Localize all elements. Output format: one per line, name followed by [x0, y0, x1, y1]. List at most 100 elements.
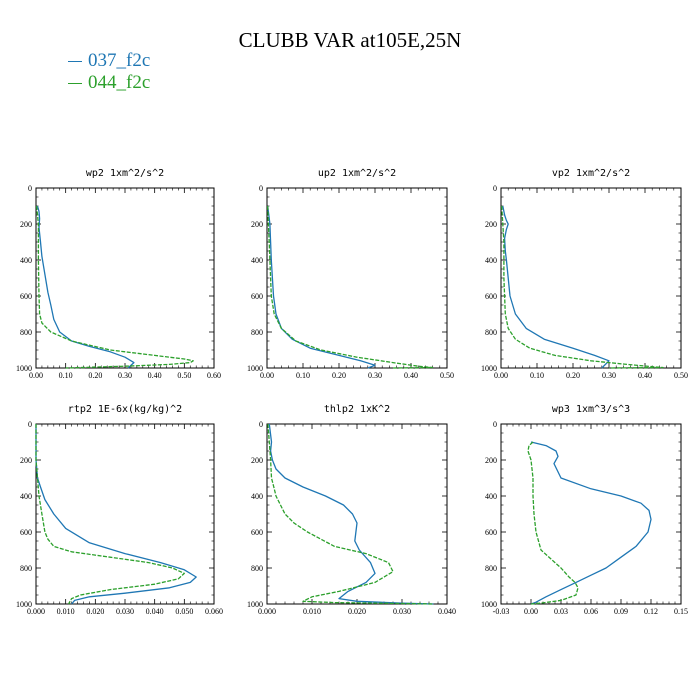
x-tick-label: 0.00 [29, 371, 43, 380]
x-tick-label: 0.50 [674, 371, 688, 380]
y-tick-label: 0 [493, 420, 497, 429]
panel-1: wp2 1xm^2/s^2 0.00 0.10 0.20 0.30 0.40 0.50 0.6… [16, 168, 221, 380]
x-tick-label: 0.40 [148, 371, 162, 380]
series-line-037_f2c [268, 423, 434, 605]
legend-line-1 [68, 60, 82, 62]
y-tick-label: 0 [28, 184, 32, 193]
x-tick-label: 0.10 [530, 371, 544, 380]
panel-6: wp3 1xm^3/s^3 -0.03 0.00 0.03 0.06 0.09 0.12 0.… [481, 404, 688, 616]
x-tick-label: 0.00 [260, 371, 274, 380]
x-tick-label: 0.20 [88, 371, 102, 380]
y-tick-label: 1000 [16, 364, 32, 373]
y-tick-label: 1000 [247, 600, 263, 609]
plot-frame [500, 187, 682, 369]
x-tick-label: -0.03 [493, 607, 510, 616]
panel-5: thlp2 1xK^2 0.000 0.010 0.020 0.030 0.040 0 200… [247, 404, 456, 616]
x-tick-label: 0.06 [584, 607, 598, 616]
legend-line-2 [68, 82, 82, 84]
series-line-044_f2c [527, 441, 579, 605]
panel-title: up2 1xm^2/s^2 [318, 168, 396, 179]
x-tick-label: 0.060 [205, 607, 223, 616]
x-tick-label: 0.20 [566, 371, 580, 380]
panel-title: rtp2 1E-6x(kg/kg)^2 [68, 404, 182, 415]
series-line-044_f2c [35, 424, 185, 605]
y-tick-label: 1000 [247, 364, 263, 373]
y-tick-label: 200 [20, 456, 32, 465]
x-tick-label: 0.20 [332, 371, 346, 380]
series-line-037_f2c [267, 205, 376, 369]
x-tick-label: 0.010 [303, 607, 321, 616]
y-tick-label: 400 [251, 492, 263, 501]
x-tick-label: 0.30 [118, 371, 132, 380]
series-line-037_f2c [502, 205, 610, 369]
y-tick-label: 400 [485, 492, 497, 501]
y-tick-label: 400 [20, 492, 32, 501]
y-tick-label: 1000 [481, 364, 497, 373]
panel-title: wp3 1xm^3/s^3 [552, 404, 630, 415]
y-tick-label: 200 [251, 220, 263, 229]
y-tick-label: 200 [20, 220, 32, 229]
x-tick-label: 0.00 [524, 607, 538, 616]
plot-frame [35, 187, 215, 369]
x-tick-label: 0.03 [554, 607, 568, 616]
y-tick-label: 400 [20, 256, 32, 265]
y-tick-label: 0 [493, 184, 497, 193]
y-tick-label: 800 [485, 564, 497, 573]
x-tick-label: 0.09 [614, 607, 628, 616]
plot-frame [266, 187, 448, 369]
x-tick-label: 0.12 [644, 607, 658, 616]
y-tick-label: 1000 [481, 600, 497, 609]
legend-label-2: 044_f2c [88, 72, 151, 93]
x-tick-label: 0.30 [602, 371, 616, 380]
figure-title: CLUBB VAR at105E,25N [238, 28, 462, 52]
y-tick-label: 800 [20, 564, 32, 573]
y-tick-label: 400 [485, 256, 497, 265]
y-tick-label: 200 [485, 220, 497, 229]
y-tick-label: 800 [485, 328, 497, 337]
x-tick-label: 0.020 [348, 607, 366, 616]
x-tick-label: 0.10 [296, 371, 310, 380]
series-line-037_f2c [35, 424, 197, 605]
x-tick-label: 0.50 [177, 371, 191, 380]
y-tick-label: 600 [485, 292, 497, 301]
x-tick-label: 0.040 [438, 607, 456, 616]
panel-title: vp2 1xm^2/s^2 [552, 168, 630, 179]
legend-label-1: 037_f2c [88, 50, 151, 71]
y-tick-label: 200 [251, 456, 263, 465]
y-tick-label: 1000 [16, 600, 32, 609]
y-tick-label: 400 [251, 256, 263, 265]
panel-4: rtp2 1E-6x(kg/kg)^2 0.000 0.010 0.020 0.030 0… [16, 404, 223, 616]
legend-item-2: 044_f2c [68, 72, 150, 94]
x-tick-label: 0.050 [175, 607, 193, 616]
series-line-044_f2c [267, 205, 434, 369]
y-tick-label: 0 [28, 420, 32, 429]
x-tick-label: 0.000 [27, 607, 45, 616]
x-tick-label: 0.020 [86, 607, 104, 616]
y-tick-label: 600 [251, 528, 263, 537]
x-tick-label: 0.10 [59, 371, 73, 380]
series-line-044_f2c [267, 423, 434, 605]
y-tick-label: 800 [251, 328, 263, 337]
x-tick-label: 0.040 [146, 607, 164, 616]
y-tick-label: 600 [251, 292, 263, 301]
legend-item-1: 037_f2c [68, 50, 150, 72]
series-line-044_f2c [501, 205, 664, 369]
x-tick-label: 0.00 [494, 371, 508, 380]
panel-title: thlp2 1xK^2 [324, 404, 390, 415]
series-line-037_f2c [530, 441, 652, 605]
y-tick-label: 0 [259, 420, 263, 429]
plot-frame [35, 423, 215, 605]
y-tick-label: 0 [259, 184, 263, 193]
x-tick-label: 0.30 [368, 371, 382, 380]
x-tick-label: 0.000 [258, 607, 276, 616]
plot-frame [266, 423, 448, 605]
series-line-037_f2c [36, 205, 135, 369]
y-tick-label: 600 [20, 528, 32, 537]
y-tick-label: 800 [251, 564, 263, 573]
y-tick-label: 800 [20, 328, 32, 337]
panel-2: up2 1xm^2/s^2 0.00 0.10 0.20 0.30 0.40 0.50 0 20… [247, 168, 454, 380]
panel-3: vp2 1xm^2/s^2 0.00 0.10 0.20 0.30 0.40 0.50 0 20… [481, 168, 688, 380]
x-tick-label: 0.50 [440, 371, 454, 380]
y-tick-label: 600 [485, 528, 497, 537]
plot-frame [500, 423, 682, 605]
